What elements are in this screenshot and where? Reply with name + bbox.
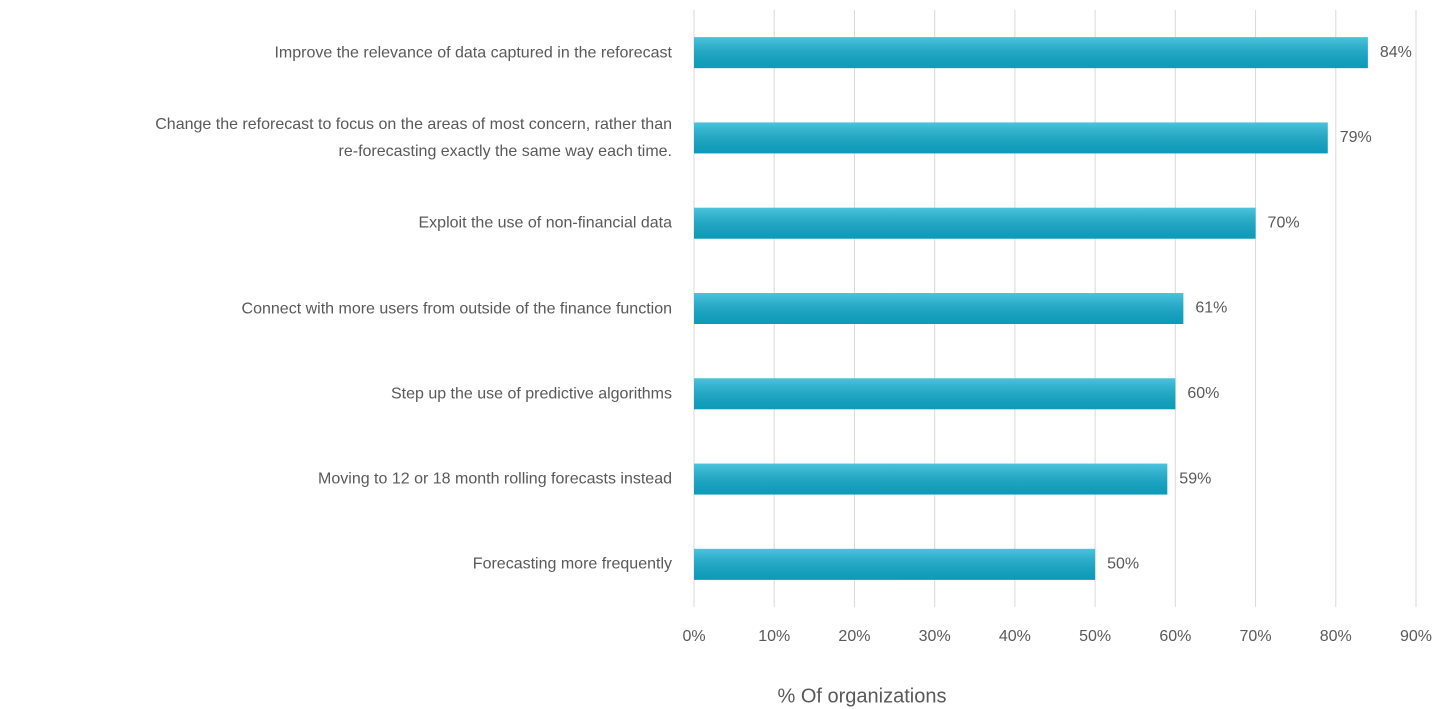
bar-shade: [694, 207, 1256, 239]
x-tick-label: 70%: [1240, 628, 1272, 645]
bar-shade: [694, 37, 1368, 69]
category-label: Change the reforecast to focus on the ar…: [155, 115, 672, 160]
value-label: 59%: [1179, 470, 1211, 487]
category-label: Moving to 12 or 18 month rolling forecas…: [318, 470, 672, 488]
bar-shade: [694, 293, 1184, 324]
value-label: 84%: [1380, 44, 1412, 61]
x-tick-label: 10%: [758, 628, 790, 645]
x-axis-title: % Of organizations: [778, 685, 947, 707]
bar-shade: [694, 463, 1168, 495]
x-tick-label: 0%: [682, 628, 705, 645]
x-tick-label: 20%: [838, 628, 870, 645]
value-label: 79%: [1340, 129, 1372, 146]
bar-shade: [694, 548, 1096, 580]
category-label: Step up the use of predictive algorithms: [390, 385, 672, 403]
x-tick-label: 60%: [1159, 628, 1191, 645]
x-tick-label: 40%: [999, 628, 1031, 645]
x-tick-label: 50%: [1079, 628, 1111, 645]
value-label: 70%: [1268, 214, 1300, 231]
bar-shade: [694, 378, 1176, 410]
category-label: Improve the relevance of data captured i…: [274, 44, 672, 62]
category-label: Forecasting more frequently: [472, 555, 672, 573]
value-label: 50%: [1107, 556, 1139, 573]
x-tick-label: 90%: [1400, 628, 1432, 645]
x-tick-label: 80%: [1320, 628, 1352, 645]
x-tick-label: 30%: [919, 628, 951, 645]
value-label: 61%: [1195, 300, 1227, 317]
category-label: Exploit the use of non-financial data: [418, 214, 673, 232]
category-label: Connect with more users from outside of …: [241, 300, 672, 317]
value-label: 60%: [1187, 385, 1219, 402]
bar-shade: [694, 122, 1328, 154]
